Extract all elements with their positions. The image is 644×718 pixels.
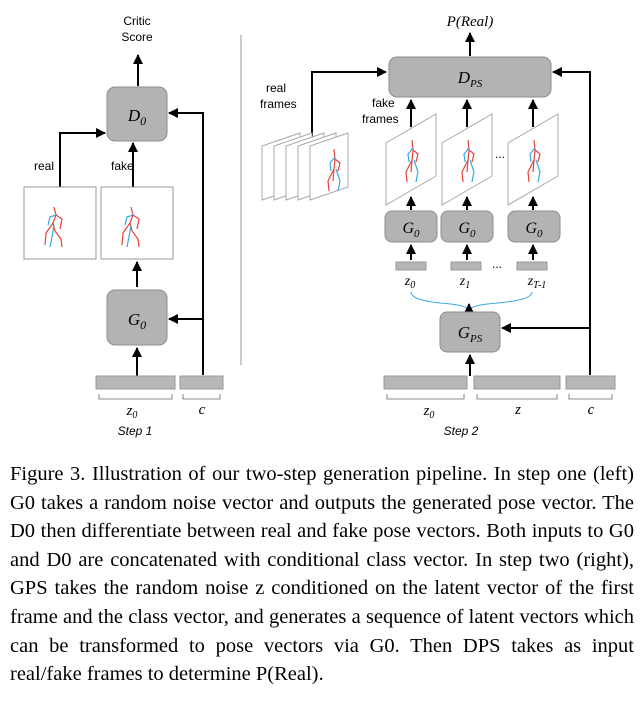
z-label-1: z1 <box>459 274 470 291</box>
gps-fanout <box>410 291 533 312</box>
g0-label: G0 <box>128 310 146 332</box>
step2-label: Step 2 <box>444 424 479 438</box>
z0-bar <box>95 375 176 390</box>
dps-block <box>388 56 552 98</box>
arrow-c-to-dps <box>552 67 591 375</box>
z0-brace-right <box>386 394 465 400</box>
z0-text-right: z0 <box>423 403 435 421</box>
arrow-real-frames-to-dps <box>311 67 387 142</box>
z-label-t1: zT-1 <box>527 274 547 291</box>
g0-block-3 <box>507 210 561 243</box>
c-text-right: c <box>588 402 595 418</box>
fake-frame-3 <box>507 113 559 206</box>
z-bar-right <box>473 375 561 390</box>
real-pose-frame <box>23 186 97 260</box>
frames-ellipsis: ... <box>495 147 505 161</box>
c-brace-right <box>568 394 613 400</box>
gps-label: GPS <box>458 323 483 345</box>
z0-small-bar <box>395 261 427 271</box>
g0-block-1 <box>384 210 438 243</box>
caption-text: Figure 3. Illustration of our two-step g… <box>10 463 634 686</box>
arrow-c-to-d0 <box>168 108 204 375</box>
figure-caption: Figure 3. Illustration of our two-step g… <box>10 460 634 689</box>
fake-label: fake <box>111 159 134 173</box>
zT1-small-bar <box>516 261 548 271</box>
g0-block-1-label: G0 <box>402 220 420 240</box>
real-frames-line1: real <box>266 81 286 95</box>
c-bar <box>179 375 224 390</box>
z0-bar-right <box>383 375 468 390</box>
real-frames-line2: frames <box>260 97 297 111</box>
step1-label: Step 1 <box>118 424 153 438</box>
g0-block <box>106 289 168 346</box>
pipeline-diagram: Critic Score D0 real fake G0 z0 c Step 1… <box>23 14 616 438</box>
fake-pose-frame <box>100 186 174 260</box>
fake-frame-1 <box>385 113 437 206</box>
dps-label: DPS <box>457 68 483 90</box>
c-text: c <box>199 402 206 418</box>
critic-score-line2: Score <box>121 30 153 44</box>
z-bars-ellipsis: ... <box>492 257 502 271</box>
step1-panel: Critic Score D0 real fake G0 z0 c Step 1 <box>23 14 224 438</box>
z0-brace <box>98 394 173 400</box>
c-brace <box>182 394 221 400</box>
z-brace-right <box>476 394 558 400</box>
g0-block-2 <box>440 210 494 243</box>
z-text-right: z <box>514 402 521 418</box>
d0-block <box>106 86 168 142</box>
real-frames-stack <box>261 132 349 201</box>
fake-frames-line1: fake <box>372 96 395 110</box>
g0-block-3-label: G0 <box>525 220 543 240</box>
d0-label: D0 <box>127 106 146 128</box>
z0-text: z0 <box>126 403 138 421</box>
gps-block <box>439 311 501 353</box>
z1-small-bar <box>450 261 482 271</box>
critic-score-line1: Critic <box>123 14 150 28</box>
step2-panel: P(Real) DPS real frames fake frames <box>260 14 616 438</box>
z-label-0: z0 <box>404 274 415 291</box>
p-real-label: P(Real) <box>446 14 494 30</box>
real-label: real <box>34 159 54 173</box>
arrow-real-to-d0 <box>59 128 106 187</box>
c-bar-right <box>565 375 616 390</box>
fake-frames-line2: frames <box>362 112 399 126</box>
fake-frame-2 <box>441 113 493 206</box>
g0-block-2-label: G0 <box>458 220 476 240</box>
